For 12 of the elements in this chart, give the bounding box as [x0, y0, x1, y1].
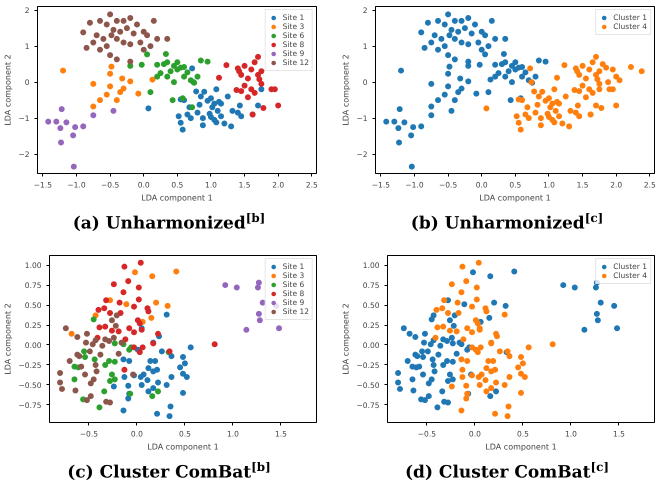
y-axis-title: LDA component 2 [341, 54, 350, 126]
y-axis-title: LDA component 2 [4, 303, 13, 375]
x-axis-title: LDA component 1 [485, 442, 557, 452]
x-axis-title: LDA component 1 [479, 194, 551, 202]
y-axis-title: LDA component 2 [3, 54, 12, 126]
x-axis-title: LDA component 1 [147, 442, 219, 452]
text: (d) Cluster ComBat$^{[c]}$ [405, 459, 609, 483]
x-axis-title: LDA component 1 [141, 194, 213, 202]
text: (c) Cluster ComBat$^{[b]}$ [67, 459, 271, 483]
text: (a) Unharmonized$^{[b]}$ [72, 210, 266, 236]
text: (b) Unharmonized$^{[c]}$ [410, 210, 604, 236]
y-axis-title: LDA component 2 [342, 303, 351, 375]
